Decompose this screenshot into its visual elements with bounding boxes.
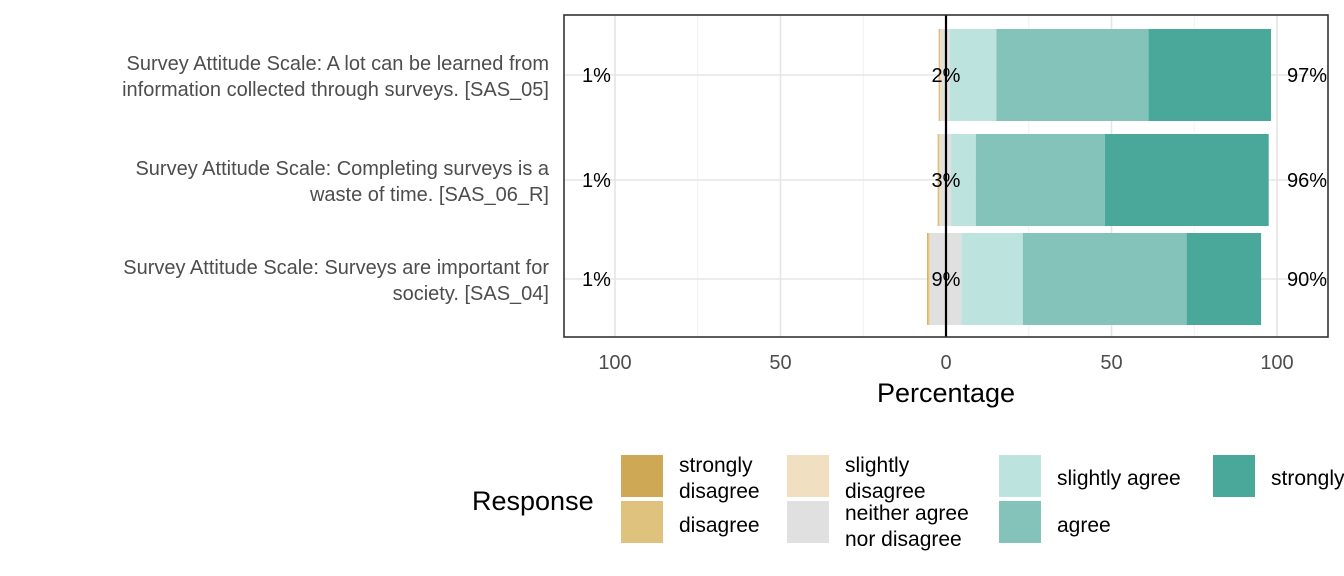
x-tick-labels: 100 50 0 50 100 <box>598 352 1293 374</box>
legend-key-agree <box>999 501 1041 543</box>
bar-slightly-disagree <box>929 233 931 325</box>
bar-slightly-agree <box>950 134 976 226</box>
bar-agree <box>975 134 1105 226</box>
plot-panel-border <box>563 14 1329 338</box>
bar-disagree <box>928 233 930 325</box>
legend-key-slightly-agree <box>999 455 1041 497</box>
bar-strongly-disagree <box>937 134 939 226</box>
bar-strongly-disagree <box>927 233 929 325</box>
center-percent-label: 2% <box>932 65 961 87</box>
legend-key-strongly-disagree <box>621 455 663 497</box>
category-label: society. [SAS_04] <box>393 283 549 305</box>
category-label: waste of time. [SAS_06_R] <box>309 184 549 206</box>
legend-key-disagree <box>621 501 663 543</box>
bar-strongly <box>1186 233 1262 325</box>
legend: Response strongly disagree disagree slightl… <box>472 454 1344 551</box>
bar-strongly <box>1104 134 1269 226</box>
x-tick-label: 100 <box>1260 352 1293 374</box>
bar-strongly <box>1148 29 1272 121</box>
left-percent-label: 1% <box>582 170 611 192</box>
category-label: information collected through surveys. [… <box>122 79 549 101</box>
bar-slightly-disagree <box>939 134 942 226</box>
x-tick-label: 50 <box>769 352 791 374</box>
category-label: Survey Attitude Scale: Completing survey… <box>135 158 549 180</box>
legend-key-slightly-disagree <box>787 455 829 497</box>
bar-segments <box>927 29 1272 325</box>
right-percent-label: 90% <box>1287 269 1327 291</box>
bar-disagree <box>938 134 940 226</box>
legend-title: Response <box>472 486 594 516</box>
legend-label: strongly disagree <box>679 454 760 503</box>
left-percent-label: 1% <box>582 269 611 291</box>
chart-overlay: 1% 2% 97% 1% 3% 96% 1% 9% 90% <box>563 14 1329 338</box>
right-percent-label: 96% <box>1287 170 1327 192</box>
x-tick-label: 50 <box>1100 352 1122 374</box>
legend-label: neither agree nor disagree <box>845 502 969 551</box>
bar-strongly-disagree <box>938 29 940 121</box>
center-percent-label: 3% <box>932 170 961 192</box>
x-axis-title: Percentage <box>877 378 1015 408</box>
legend-label: disagree <box>679 514 760 537</box>
left-percent-label: 1% <box>582 65 611 87</box>
legend-label: slightly agree <box>1057 467 1181 490</box>
bar-slightly-agree <box>949 29 997 121</box>
legend-label: slightly disagree <box>845 454 926 503</box>
legend-label: strongly <box>1271 467 1344 490</box>
x-tick-label: 100 <box>598 352 631 374</box>
bar-agree <box>996 29 1149 121</box>
bar-slightly-agree <box>961 233 1023 325</box>
category-label: Survey Attitude Scale: Surveys are impor… <box>123 257 549 279</box>
legend-key-neither-agree-nor-disagree <box>787 501 829 543</box>
legend-label: agree <box>1057 514 1111 537</box>
category-label: Survey Attitude Scale: A lot can be lear… <box>127 53 549 75</box>
x-tick-label: 0 <box>940 352 951 374</box>
right-percent-label: 97% <box>1287 65 1327 87</box>
bar-agree <box>1022 233 1187 325</box>
bar-disagree <box>939 29 941 121</box>
legend-key-strongly <box>1213 455 1255 497</box>
category-labels: Survey Attitude Scale: A lot can be lear… <box>122 53 550 305</box>
center-percent-label: 9% <box>932 269 961 291</box>
bar-slightly-disagree <box>940 29 943 121</box>
